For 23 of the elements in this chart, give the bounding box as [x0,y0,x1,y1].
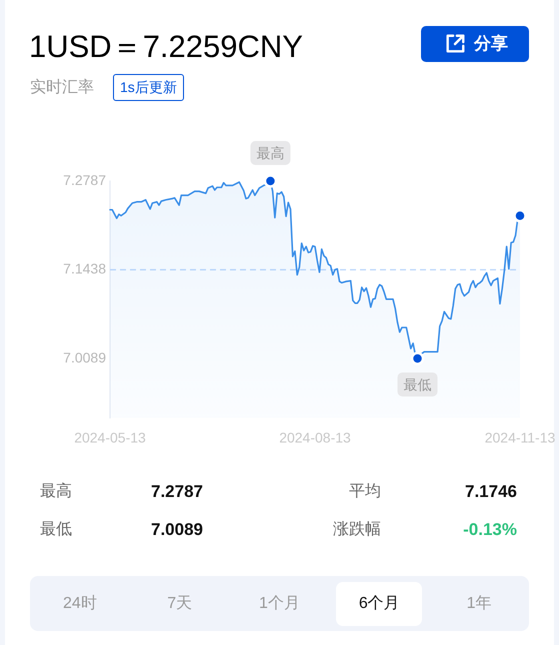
text: 1s后更新 [120,78,177,97]
y-tick-label: 7.0089 [63,349,106,366]
y-tick-label: 7.1438 [63,260,106,277]
text: 7.0089 [151,519,203,541]
chart-subtitle: 实时汇率 [30,78,94,98]
text: 6个月 [358,594,400,614]
text: 最高 [40,482,72,502]
annotation: 最低 [404,376,432,392]
annotation: 最高 [256,144,284,161]
text: -0.13% [463,519,517,541]
text: 最低 [40,520,72,540]
point [410,352,424,366]
text: 平均 [349,482,381,502]
y-tick-label: 7.2787 [63,172,106,188]
text: 1年 [466,594,492,614]
text: 分享 [474,33,508,55]
text: 7.2787 [151,481,203,503]
text: 7.1746 [465,481,517,503]
text: 7天 [167,594,192,614]
text: 涨跌幅 [333,520,381,540]
text: 1个月 [259,594,300,614]
text: 24时 [63,594,97,614]
chart-title: 1USD＝7.2259CNY [29,28,303,66]
